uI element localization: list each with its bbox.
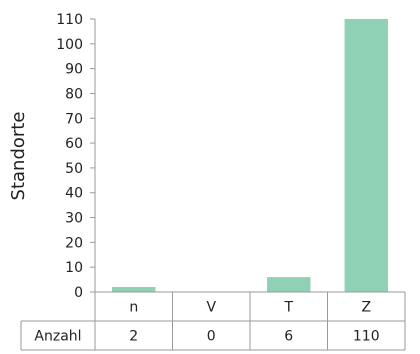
bar-Z bbox=[345, 19, 388, 292]
value-labels: 2 0 6 110 bbox=[129, 329, 379, 345]
y-tick-label: 20 bbox=[65, 235, 83, 251]
value-label-T: 6 bbox=[284, 329, 293, 345]
bar-n bbox=[112, 287, 155, 292]
y-tick-label: 90 bbox=[65, 62, 83, 78]
y-tick-label: 0 bbox=[74, 285, 83, 301]
y-tick-label: 100 bbox=[56, 37, 83, 53]
category-label-n: n bbox=[129, 300, 138, 316]
category-label-V: V bbox=[206, 300, 216, 316]
y-axis-label: Standorte bbox=[8, 112, 29, 201]
y-tick-label: 60 bbox=[65, 136, 83, 152]
value-label-V: 0 bbox=[207, 329, 216, 345]
value-label-n: 2 bbox=[129, 329, 138, 345]
bar-T bbox=[267, 277, 310, 292]
y-tick-label: 110 bbox=[56, 12, 83, 28]
y-tick-label: 70 bbox=[65, 111, 83, 127]
y-tick-label: 30 bbox=[65, 211, 83, 227]
bars bbox=[112, 19, 388, 292]
data-table-row-label: Anzahl bbox=[34, 329, 81, 345]
value-label-Z: 110 bbox=[353, 329, 380, 345]
y-ticks: 0 10 20 30 40 50 60 70 80 90 100 110 bbox=[56, 12, 95, 301]
y-tick-label: 50 bbox=[65, 161, 83, 177]
y-axis: 0 10 20 30 40 50 60 70 80 90 100 110 bbox=[56, 12, 95, 301]
y-tick-label: 40 bbox=[65, 186, 83, 202]
category-label-Z: Z bbox=[361, 300, 371, 316]
y-tick-label: 10 bbox=[65, 260, 83, 276]
y-tick-label: 80 bbox=[65, 86, 83, 102]
category-label-T: T bbox=[283, 300, 293, 316]
